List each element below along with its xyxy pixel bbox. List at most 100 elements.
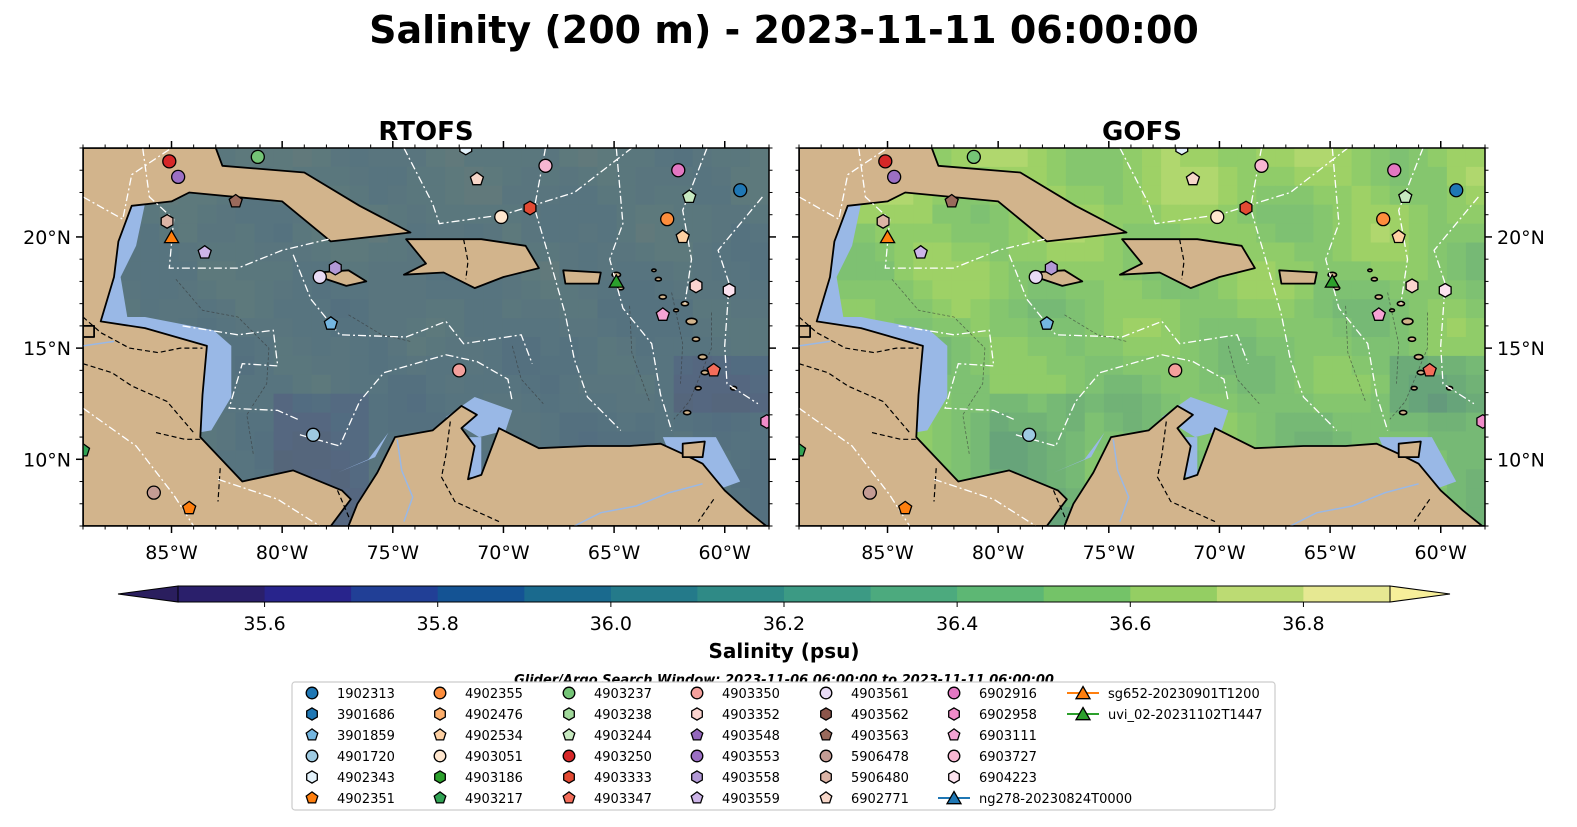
float-marker-6903727: [1254, 158, 1269, 173]
float-marker-4901720: [1021, 427, 1037, 442]
land: [402, 238, 540, 290]
island: [1388, 308, 1396, 313]
legend-label: 6903727: [979, 750, 1037, 765]
colorbar-segment: [870, 586, 958, 602]
float-marker-4903217: [799, 442, 807, 457]
eez-boundary: [142, 148, 329, 269]
legend-marker-sg652-20230901T1200: [1074, 685, 1092, 700]
x-tick-label: 65°W: [1304, 542, 1357, 564]
legend-marker-4903244: [562, 728, 576, 741]
legend-entry: ng278-20230824T0000: [938, 790, 1132, 807]
float-marker-4903558: [1044, 260, 1058, 276]
land: [83, 324, 95, 338]
legend-marker-4903186: [434, 770, 446, 784]
float-marker-3901859: [323, 315, 339, 330]
legend-marker-4903352: [691, 707, 703, 721]
legend-marker-4902343: [306, 770, 318, 784]
colorbar-over-extension: [1389, 585, 1451, 603]
colorbar-segment: [784, 586, 872, 602]
legend-marker-4902351: [305, 791, 319, 804]
depth-contour: [1064, 314, 1127, 342]
colorbar-segment: [264, 586, 352, 602]
eez-boundary: [1119, 148, 1349, 225]
legend-entry: 4903548: [690, 728, 780, 744]
island: [658, 294, 668, 300]
legend-entry: uvi_02-20231102T1447: [1067, 706, 1262, 723]
colorbar-segment: [437, 586, 525, 602]
country-border: [1413, 498, 1431, 522]
float-marker-4903217: [83, 442, 91, 457]
legend-entry: sg652-20230901T1200: [1067, 685, 1260, 702]
legend-label: 4903237: [594, 687, 652, 702]
country-border: [83, 363, 195, 433]
legend-entry: 6904223: [948, 770, 1037, 786]
legend-entry: 4902355: [433, 686, 523, 702]
country-border: [440, 421, 500, 523]
legend-entry: 4903244: [562, 728, 652, 744]
float-marker-4903559: [197, 244, 212, 259]
legend-marker-4903347: [562, 791, 576, 804]
float-marker-4903250: [162, 154, 177, 169]
legend-marker-4903237: [562, 686, 576, 700]
colorbar-segment: [1216, 586, 1304, 602]
legend-marker-5906480: [820, 770, 832, 784]
island: [691, 336, 701, 343]
legend-label: 4902476: [465, 708, 523, 723]
float-marker-4903563: [944, 193, 959, 208]
eez-boundary: [533, 148, 622, 431]
legend-entry: 6902771: [819, 791, 909, 807]
y-tick-label: 20°N: [1497, 227, 1545, 249]
float-marker-4903347: [1422, 362, 1437, 377]
island: [682, 409, 692, 416]
legend: 1902313 3901686 3901859 4901720 4902343 49023…: [291, 681, 1276, 811]
float-marker-4902351: [897, 500, 913, 515]
legend-marker-4903238: [563, 707, 575, 721]
legend-marker-1902313: [305, 686, 319, 700]
float-marker-4903051: [1210, 209, 1225, 225]
float-marker-4903333: [1239, 200, 1253, 216]
island: [685, 317, 698, 326]
x-tick-label: 80°W: [256, 542, 309, 564]
depth-contour: [1227, 345, 1260, 404]
float-marker-1902313: [733, 183, 748, 198]
legend-marker-6903727: [947, 749, 961, 763]
legend-box: [291, 681, 1276, 811]
float-marker-6904223: [1438, 282, 1452, 298]
ticks: [76, 141, 776, 533]
shelf-region: [816, 203, 948, 433]
x-tick-label: 65°W: [588, 542, 641, 564]
land: [799, 148, 1128, 526]
float-marker-4901720: [305, 427, 321, 442]
legend-label: 3901859: [337, 729, 395, 744]
legend-label: 4903244: [594, 729, 652, 744]
eez-boundary: [217, 478, 321, 526]
legend-entry: 4903250: [562, 749, 652, 765]
x-tick-label: 60°W: [699, 542, 752, 564]
figure-title: Salinity (200 m) - 2023-11-11 06:00:00: [369, 8, 1199, 52]
depth-contour: [1389, 312, 1428, 420]
colorbar-segment: [957, 586, 1045, 602]
legend-entry: 4903238: [563, 707, 652, 723]
legend-label: 4903561: [851, 687, 909, 702]
island: [654, 276, 663, 282]
float-marker-1902313: [1449, 183, 1464, 198]
float-marker-4903559: [913, 244, 928, 259]
legend-label: 6902916: [979, 687, 1037, 702]
float-marker-4903350: [1168, 363, 1183, 378]
float-marker-4903347: [706, 362, 721, 377]
legend-marker-uvi_02-20231102T1447: [1074, 706, 1092, 721]
river: [396, 439, 414, 522]
country-border: [1156, 421, 1216, 523]
colorbar-segment: [1130, 586, 1218, 602]
x-tick-label: 70°W: [1193, 542, 1246, 564]
y-tick-label: 15°N: [23, 338, 71, 360]
y-tick-label: 20°N: [23, 227, 71, 249]
float-marker-uvi_02-20231102T1447: [1324, 273, 1341, 288]
country-border: [463, 239, 469, 280]
legend-marker-6903111: [947, 728, 961, 741]
island: [697, 353, 708, 361]
legend-entry: 4903347: [562, 791, 652, 807]
x-tick-label: 85°W: [861, 542, 914, 564]
float-marker-sg652-20230901T1200: [879, 229, 896, 244]
